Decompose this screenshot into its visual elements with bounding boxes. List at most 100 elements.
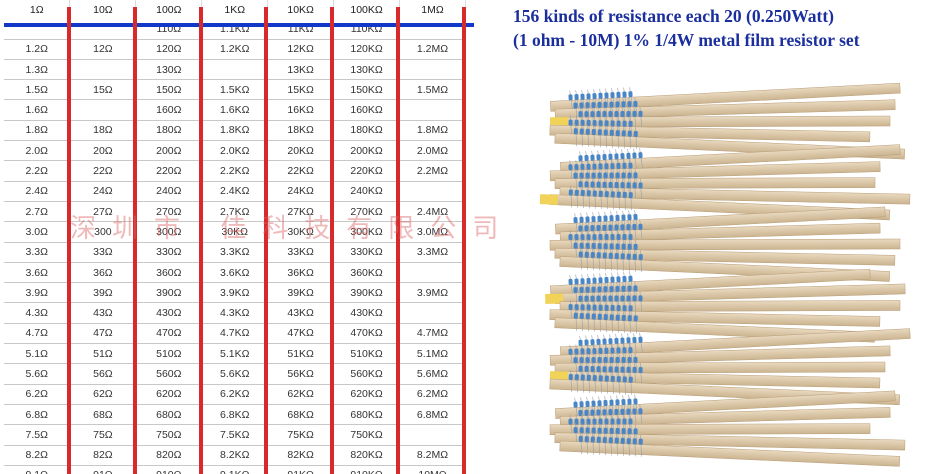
table-cell: 9.1KΩ (201, 465, 269, 474)
table-cell: 3.6Ω (4, 262, 71, 284)
table-cell: 24KΩ (267, 181, 335, 202)
table-cell: 82Ω (69, 445, 137, 466)
table-cell: 220Ω (135, 160, 203, 182)
table-cell: 680Ω (135, 404, 203, 426)
table-cell: 47KΩ (267, 323, 335, 345)
table-cell: 4.3Ω (4, 302, 71, 324)
table-row: 6.8Ω 68Ω 680Ω 6.8KΩ 68KΩ 680KΩ 6.8MΩ (4, 404, 466, 426)
table-cell: 3.3KΩ (201, 242, 269, 263)
table-row: 9.1Ω91Ω910Ω9.1KΩ91KΩ910KΩ10MΩ (4, 465, 466, 474)
table-cell: 56Ω (69, 363, 137, 385)
column-header: 10Ω (69, 0, 137, 20)
table-cell: 5.6KΩ (201, 363, 269, 385)
table-row: 4.7Ω 47Ω 470Ω 4.7KΩ 47KΩ 470KΩ 4.7MΩ (4, 323, 466, 345)
table-cell: 22KΩ (267, 160, 335, 182)
table-cell: 150Ω (135, 79, 203, 101)
table-cell: 3.9Ω (4, 282, 71, 304)
table-cell: 51KΩ (267, 343, 335, 365)
table-cell: 39Ω (69, 282, 137, 304)
table-cell: 43Ω (69, 302, 137, 324)
table-cell: 3.3MΩ (399, 242, 466, 263)
table-cell: 33KΩ (267, 242, 335, 263)
table-cell: 7.5Ω (4, 424, 71, 446)
header-blue-rule (4, 23, 474, 27)
table-cell: 8.2KΩ (201, 445, 269, 466)
table-cell: 330Ω (135, 242, 203, 263)
table-cell (201, 59, 269, 81)
table-cell: 27KΩ (267, 201, 335, 223)
table-cell: 820Ω (135, 445, 203, 466)
table-cell: 6.8Ω (4, 404, 71, 426)
table-cell (399, 99, 466, 121)
table-cell: 390KΩ (333, 282, 401, 304)
column-header: 100KΩ (333, 0, 401, 20)
table-cell: 1.2MΩ (399, 39, 466, 60)
table-cell: 51Ω (69, 343, 137, 365)
table-cell: 470Ω (135, 323, 203, 345)
table-cell: 240Ω (135, 181, 203, 202)
column-header: 10KΩ (267, 0, 335, 20)
table-cell: 1.5Ω (4, 79, 71, 101)
resistor-value-table: 1Ω 10Ω 100Ω 1KΩ 10KΩ 100KΩ 1MΩ 110Ω 1.1KΩ 11KΩ 11… (4, 0, 466, 474)
table-cell: 620Ω (135, 384, 203, 405)
table-cell: 10MΩ (399, 465, 466, 474)
table-cell: 5.6Ω (4, 363, 71, 385)
table-cell: 4.7Ω (4, 323, 71, 345)
table-row: 1.3Ω 130Ω 13KΩ 130KΩ (4, 59, 466, 81)
table-cell: 2.0KΩ (201, 140, 269, 162)
table-cell: 4.3KΩ (201, 302, 269, 324)
table-cell: 1.2Ω (4, 39, 71, 60)
table-row: 7.5Ω 75Ω 750Ω 7.5KΩ 75KΩ 750KΩ (4, 424, 466, 446)
table-row: 1.6Ω 160Ω 1.6KΩ 16KΩ 160KΩ (4, 99, 466, 121)
table-cell: 160KΩ (333, 99, 401, 121)
table-cell: 300Ω (135, 221, 203, 243)
table-cell: 15KΩ (267, 79, 335, 101)
column-red-rule (264, 7, 268, 474)
table-cell (399, 181, 466, 202)
table-cell: 4.7KΩ (201, 323, 269, 345)
table-cell: 200Ω (135, 140, 203, 162)
column-red-rule (67, 7, 71, 474)
column-red-rule (396, 7, 400, 474)
table-cell: 68Ω (69, 404, 137, 426)
table-cell: 130KΩ (333, 59, 401, 81)
table-row: 2.4Ω 24Ω 240Ω 2.4KΩ 24KΩ 240KΩ (4, 181, 466, 202)
column-header: 1Ω (4, 0, 71, 20)
table-row: 1.8Ω 18Ω 180Ω 1.8KΩ 18KΩ 180KΩ 1.8MΩ (4, 120, 466, 142)
table-cell: 43KΩ (267, 302, 335, 324)
table-cell: 270KΩ (333, 201, 401, 223)
table-cell: 6.8MΩ (399, 404, 466, 426)
table-cell: 3.0MΩ (399, 221, 466, 243)
column-red-rule (133, 7, 137, 474)
table-cell: 1.5KΩ (201, 79, 269, 101)
table-cell: 36KΩ (267, 262, 335, 284)
table-cell: 2.4KΩ (201, 181, 269, 202)
table-cell: 750KΩ (333, 424, 401, 446)
table-cell: 18KΩ (267, 120, 335, 142)
table-row: 1.5Ω 15Ω 150Ω 1.5KΩ 15KΩ 150KΩ 1.5MΩ (4, 79, 466, 101)
table-cell: 6.2Ω (4, 384, 71, 405)
column-red-rule (330, 7, 334, 474)
table-cell: 18Ω (69, 120, 137, 142)
table-cell: 2.2KΩ (201, 160, 269, 182)
table-cell: 68KΩ (267, 404, 335, 426)
table-cell: 330KΩ (333, 242, 401, 263)
table-cell: 5.1MΩ (399, 343, 466, 365)
table-cell: 62Ω (69, 384, 137, 405)
table-cell: 27Ω (69, 201, 137, 223)
table-cell: 47Ω (69, 323, 137, 345)
table-cell: 6.8KΩ (201, 404, 269, 426)
table-cell: 5.1KΩ (201, 343, 269, 365)
table-cell: 5.6MΩ (399, 363, 466, 385)
table-header-row: 1Ω 10Ω 100Ω 1KΩ 10KΩ 100KΩ 1MΩ (4, 0, 466, 20)
resistor-value-table-wrap: 1Ω 10Ω 100Ω 1KΩ 10KΩ 100KΩ 1MΩ 110Ω 1.1KΩ 11KΩ 11… (4, 0, 466, 474)
table-cell: 6.2MΩ (399, 384, 466, 405)
table-row: 5.6Ω 56Ω 560Ω 5.6KΩ 56KΩ 560KΩ 5.6MΩ (4, 363, 466, 385)
table-cell: 560Ω (135, 363, 203, 385)
table-cell: 910Ω (135, 465, 203, 474)
table-row: 4.3Ω 43Ω 430Ω 4.3KΩ 43KΩ 430KΩ (4, 302, 466, 324)
table-row: 8.2Ω 82Ω 820Ω 8.2KΩ 82KΩ 820KΩ 8.2MΩ (4, 445, 466, 466)
table-cell: 360Ω (135, 262, 203, 284)
table-cell: 75KΩ (267, 424, 335, 446)
table-cell: 75Ω (69, 424, 137, 446)
